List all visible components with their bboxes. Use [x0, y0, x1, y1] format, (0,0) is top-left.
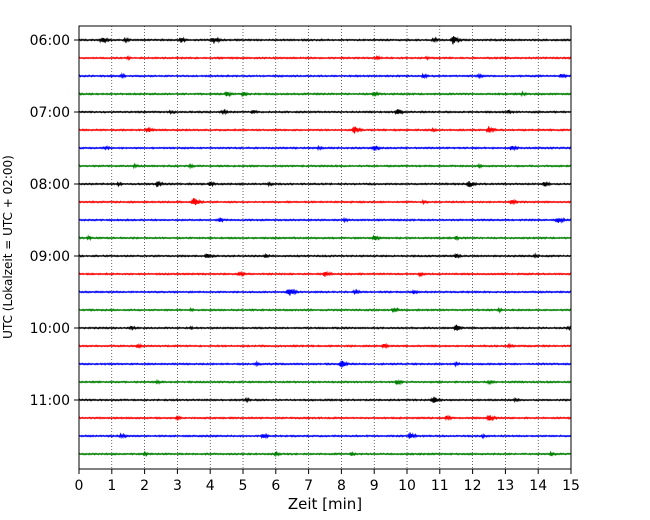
x-tick-label: 13	[496, 478, 514, 494]
trace-line	[78, 270, 572, 278]
x-tick-label: 0	[75, 478, 84, 494]
trace-line	[78, 55, 572, 61]
x-tick-label: 6	[271, 478, 280, 494]
plot-frame	[78, 25, 572, 470]
trace-line	[78, 72, 572, 80]
trace-line	[78, 414, 572, 422]
x-tick-label: 3	[173, 478, 182, 494]
x-axis: 0 1 2 3 4 5 6 7 8 9 10 11 12 13 14 15	[75, 469, 580, 494]
trace-line	[78, 288, 572, 296]
y-tick-label: 11:00	[30, 393, 70, 409]
trace-line	[78, 126, 572, 134]
grid-lines	[111, 26, 539, 469]
x-tick-label: 1	[107, 478, 116, 494]
trace-line	[78, 432, 572, 440]
y-tick-label: 09:00	[30, 249, 70, 265]
trace-line	[78, 144, 572, 152]
trace-line	[78, 360, 572, 368]
trace-line	[78, 198, 572, 206]
x-tick-label: 11	[431, 478, 449, 494]
trace-line	[78, 36, 572, 45]
x-tick-label: 5	[239, 478, 248, 494]
trace-line	[78, 162, 572, 170]
x-tick-label: 4	[206, 478, 215, 494]
trace-line	[78, 450, 572, 458]
y-tick-label: 10:00	[30, 321, 70, 337]
trace-line	[78, 90, 572, 98]
x-axis-title: Zeit [min]	[288, 495, 362, 513]
y-tick-label: 08:00	[30, 177, 70, 193]
trace-line	[78, 378, 572, 386]
trace-line	[78, 396, 572, 404]
trace-line	[78, 306, 572, 314]
trace-line	[78, 324, 572, 332]
trace-line	[78, 234, 572, 242]
x-tick-label: 9	[370, 478, 379, 494]
x-tick-label: 7	[304, 478, 313, 494]
x-tick-label: 14	[529, 478, 547, 494]
trace-line	[78, 252, 572, 259]
plot-area-background	[79, 26, 571, 469]
y-tick-label: 07:00	[30, 105, 70, 121]
x-tick-label: 2	[140, 478, 149, 494]
seismic-traces	[78, 36, 572, 458]
trace-line	[78, 216, 572, 224]
x-tick-label: 8	[337, 478, 346, 494]
trace-line	[78, 180, 572, 188]
x-tick-label: 10	[398, 478, 416, 494]
x-tick-label: 12	[464, 478, 482, 494]
y-axis-title: UTC (Lokalzeit = UTC + 02:00)	[1, 155, 15, 339]
y-axis: 06:00 07:00 08:00 09:00 10:00 11:00	[30, 33, 79, 409]
x-tick-label: 15	[562, 478, 580, 494]
trace-line	[78, 342, 572, 350]
trace-line	[78, 108, 572, 116]
y-tick-label: 06:00	[30, 33, 70, 49]
